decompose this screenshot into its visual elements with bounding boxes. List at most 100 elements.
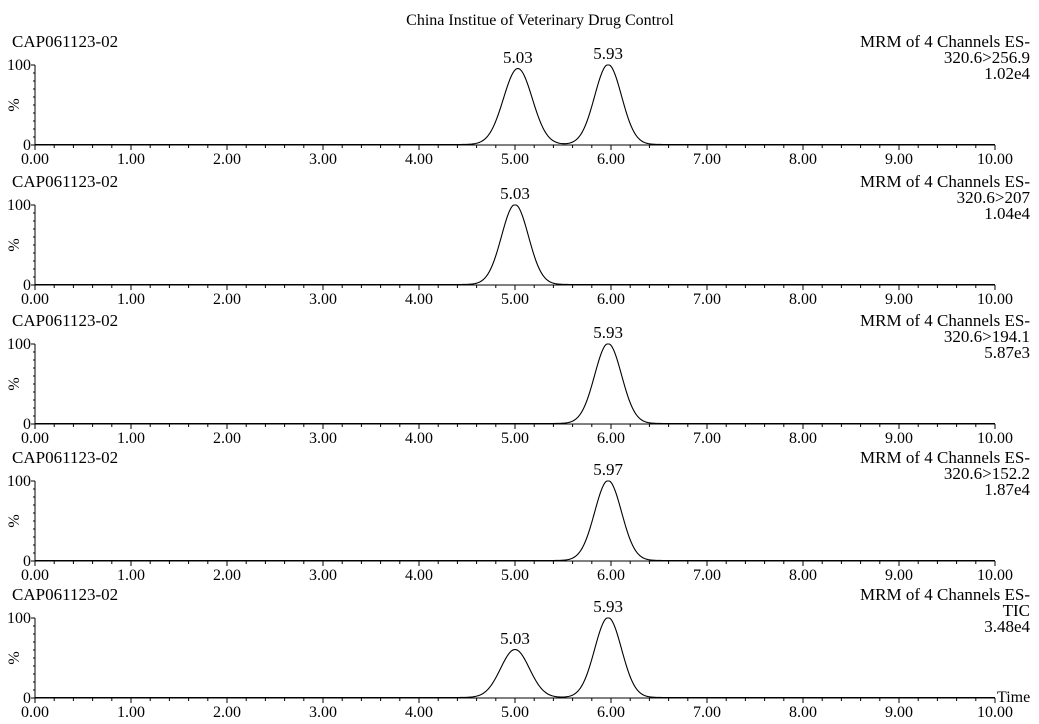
sample-name: CAP061123-02 bbox=[12, 448, 118, 467]
x-tick-label: 3.00 bbox=[309, 430, 337, 447]
x-tick-label: 7.00 bbox=[693, 567, 721, 584]
channel-method: MRM of 4 Channels ES- bbox=[860, 172, 1030, 191]
x-tick-label: 1.00 bbox=[117, 291, 145, 308]
x-tick-label: 2.00 bbox=[213, 704, 241, 721]
x-tick-label: 8.00 bbox=[789, 151, 817, 168]
mrm-transition: 320.6>207 bbox=[957, 188, 1031, 207]
x-tick-label: 3.00 bbox=[309, 567, 337, 584]
x-tick-label: 4.00 bbox=[405, 704, 433, 721]
y-tick-label: 0 bbox=[23, 553, 31, 570]
mrm-transition: 320.6>194.1 bbox=[944, 327, 1030, 346]
x-tick-label: 10.00 bbox=[977, 430, 1013, 447]
intensity-value: 5.87e3 bbox=[984, 343, 1030, 362]
x-tick-label: 6.00 bbox=[597, 567, 625, 584]
x-tick-label: 10.00 bbox=[977, 567, 1013, 584]
x-tick-label: 6.00 bbox=[597, 704, 625, 721]
y-tick-label: 0 bbox=[23, 690, 31, 707]
y-tick-label: 0 bbox=[23, 416, 31, 433]
y-tick-label: 0 bbox=[23, 137, 31, 154]
channel-method: MRM of 4 Channels ES- bbox=[860, 32, 1030, 51]
x-tick-label: 4.00 bbox=[405, 151, 433, 168]
y-tick-label: 100 bbox=[7, 473, 31, 490]
x-tick-label: 6.00 bbox=[597, 291, 625, 308]
y-tick-label: 100 bbox=[7, 336, 31, 353]
x-tick-label: 1.00 bbox=[117, 430, 145, 447]
x-tick-label: 0.00 bbox=[21, 567, 49, 584]
channel-method: MRM of 4 Channels ES- bbox=[860, 311, 1030, 330]
sample-name: CAP061123-02 bbox=[12, 311, 118, 330]
sample-name: CAP061123-02 bbox=[12, 172, 118, 191]
x-tick-label: 5.00 bbox=[501, 291, 529, 308]
intensity-value: 1.02e4 bbox=[984, 64, 1030, 83]
x-tick-label: 10.00 bbox=[977, 151, 1013, 168]
x-tick-label: 9.00 bbox=[885, 151, 913, 168]
sample-name: CAP061123-02 bbox=[12, 585, 118, 604]
x-tick-label: 7.00 bbox=[693, 430, 721, 447]
mrm-transition: TIC bbox=[1003, 601, 1030, 620]
x-tick-label: 2.00 bbox=[213, 291, 241, 308]
peak-label: 5.93 bbox=[593, 597, 623, 616]
peak-label: 5.97 bbox=[593, 460, 623, 479]
x-tick-label: 3.00 bbox=[309, 704, 337, 721]
x-tick-label: 5.00 bbox=[501, 430, 529, 447]
y-tick-label: 100 bbox=[7, 610, 31, 627]
peak-label: 5.93 bbox=[593, 323, 623, 342]
peak-label: 5.03 bbox=[500, 184, 530, 203]
x-tick-label: 6.00 bbox=[597, 151, 625, 168]
x-tick-label: 4.00 bbox=[405, 291, 433, 308]
x-tick-label: 3.00 bbox=[309, 291, 337, 308]
chromatogram-trace bbox=[35, 64, 995, 146]
x-tick-label: 7.00 bbox=[693, 291, 721, 308]
x-tick-label: 1.00 bbox=[117, 567, 145, 584]
channel-method: MRM of 4 Channels ES- bbox=[860, 448, 1030, 467]
x-tick-label: 2.00 bbox=[213, 151, 241, 168]
y-axis-label: % bbox=[6, 238, 23, 251]
x-tick-label: 4.00 bbox=[405, 430, 433, 447]
x-tick-label: 0.00 bbox=[21, 704, 49, 721]
channel-method: MRM of 4 Channels ES- bbox=[860, 585, 1030, 604]
chromatogram-trace bbox=[35, 343, 995, 425]
x-tick-label: 0.00 bbox=[21, 291, 49, 308]
x-tick-label: 6.00 bbox=[597, 430, 625, 447]
sample-name: CAP061123-02 bbox=[12, 32, 118, 51]
y-axis-label: % bbox=[6, 98, 23, 111]
x-tick-label: 2.00 bbox=[213, 430, 241, 447]
x-tick-label: 10.00 bbox=[977, 291, 1013, 308]
x-tick-label: 1.00 bbox=[117, 151, 145, 168]
chromatogram-trace bbox=[35, 480, 995, 562]
y-tick-label: 100 bbox=[7, 197, 31, 214]
y-tick-label: 0 bbox=[23, 277, 31, 294]
intensity-value: 3.48e4 bbox=[984, 617, 1030, 636]
x-tick-label: 1.00 bbox=[117, 704, 145, 721]
x-tick-label: 8.00 bbox=[789, 704, 817, 721]
y-axis-label: % bbox=[6, 377, 23, 390]
x-tick-label: 8.00 bbox=[789, 291, 817, 308]
x-tick-label: 9.00 bbox=[885, 704, 913, 721]
chromatogram-trace bbox=[35, 617, 995, 699]
y-axis-label: % bbox=[6, 514, 23, 527]
x-tick-label: 9.00 bbox=[885, 567, 913, 584]
mrm-transition: 320.6>256.9 bbox=[944, 48, 1030, 67]
x-tick-label: 0.00 bbox=[21, 151, 49, 168]
x-tick-label: 5.00 bbox=[501, 567, 529, 584]
x-tick-label: 9.00 bbox=[885, 430, 913, 447]
x-tick-label: 5.00 bbox=[501, 151, 529, 168]
y-tick-label: 100 bbox=[7, 57, 31, 74]
x-tick-label: 5.00 bbox=[501, 704, 529, 721]
peak-label: 5.03 bbox=[500, 629, 530, 648]
chromatogram-trace bbox=[35, 204, 995, 286]
y-axis-label: % bbox=[6, 651, 23, 664]
x-axis-title: Time bbox=[997, 689, 1030, 706]
x-tick-label: 7.00 bbox=[693, 704, 721, 721]
x-tick-label: 7.00 bbox=[693, 151, 721, 168]
peak-label: 5.93 bbox=[593, 44, 623, 63]
intensity-value: 1.04e4 bbox=[984, 204, 1030, 223]
x-tick-label: 4.00 bbox=[405, 567, 433, 584]
x-tick-label: 9.00 bbox=[885, 291, 913, 308]
peak-label: 5.03 bbox=[503, 48, 533, 67]
x-tick-label: 3.00 bbox=[309, 151, 337, 168]
x-tick-label: 8.00 bbox=[789, 567, 817, 584]
x-tick-label: 8.00 bbox=[789, 430, 817, 447]
